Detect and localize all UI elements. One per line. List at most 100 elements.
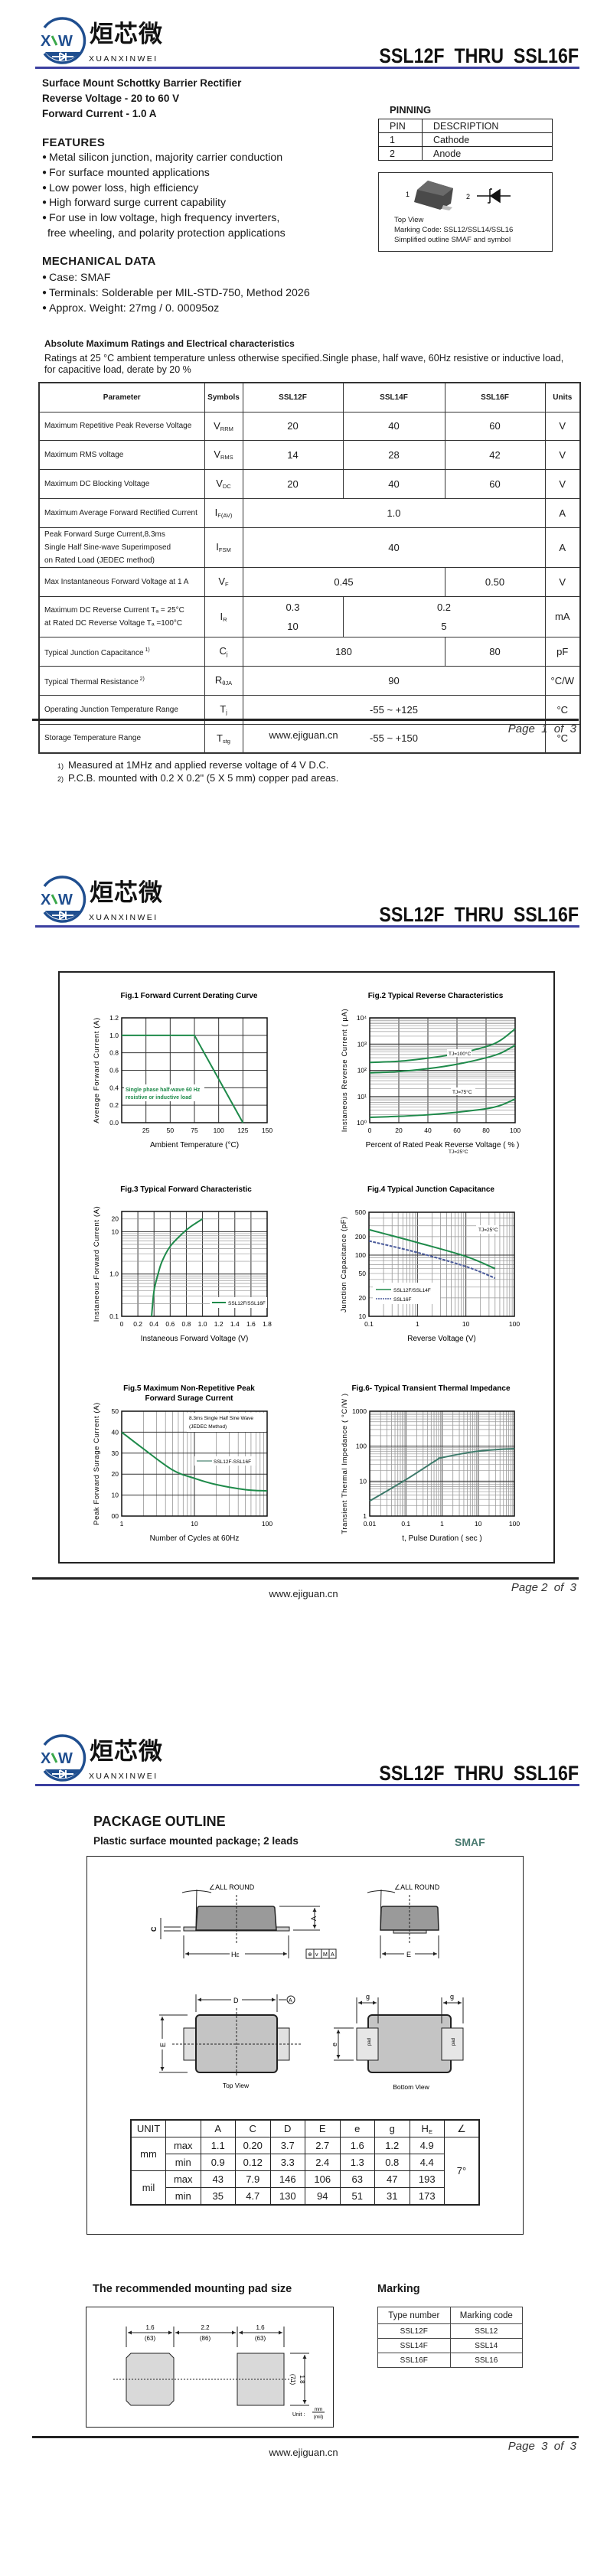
image-caption: Simplified outline SMAF and symbol: [394, 236, 511, 244]
fig6-chart: Fig.6- Typical Transient Thermal Impedan…: [341, 1384, 520, 1543]
dimension-value: 130: [269, 2187, 305, 2206]
dimension-header-text: A: [214, 2123, 222, 2134]
value-cell: -55 ~ +150: [242, 723, 546, 754]
pin-column-header: PIN: [378, 119, 423, 133]
series-label: TJ=100°C: [449, 1051, 471, 1057]
dimension-header: HE: [409, 2119, 445, 2137]
legend-label: SSL12F/SSL16F: [228, 1301, 266, 1306]
y-tick-label: 10: [360, 1477, 367, 1485]
feature-text: Low power loss, high efficiency: [49, 182, 199, 194]
footer-url[interactable]: www.ejiguan.cn: [269, 2447, 338, 2458]
y-tick-label: 00: [112, 1512, 119, 1520]
unit-cell: V: [544, 468, 581, 499]
unit-cell: mA: [544, 595, 581, 637]
bullet-icon: ●: [42, 214, 47, 222]
series-line: [151, 1218, 204, 1317]
footer-url[interactable]: www.ejiguan.cn: [269, 1588, 338, 1599]
fig2-chart: Fig.2 Typical Reverse Characteristics 0 20…: [341, 992, 521, 1155]
series-line: [122, 1034, 244, 1123]
marking-code: SSL16: [449, 2353, 523, 2368]
x-tick-label: 20: [395, 1127, 403, 1134]
ratings-row: Maximum DC Blocking Voltage VDC 20 40 60 V: [38, 468, 581, 499]
legend-background: [373, 1283, 440, 1304]
mechanical-item: ● Terminals: Solderable per MIL-STD-750, …: [42, 287, 310, 299]
chart-annotation: 8.3ms Single Half Sine Wave: [189, 1416, 253, 1421]
dimension-header-text: C: [249, 2123, 256, 2134]
y-tick-label: 500: [355, 1208, 366, 1216]
x-axis-label: Number of Cycles at 60Hz: [150, 1534, 240, 1543]
series-line: [369, 1447, 515, 1502]
pin-number: 1: [378, 132, 423, 147]
feature-item: ● For use in low voltage, high frequency …: [42, 212, 279, 224]
dimension-value: 0.8: [374, 2154, 410, 2171]
chart-title: Fig.5 Maximum Non-Repetitive Peak: [123, 1384, 255, 1393]
x-tick-label: 0.4: [149, 1320, 158, 1328]
logo-english-name: XUANXINWEI: [89, 1772, 158, 1781]
footer-url[interactable]: www.ejiguan.cn: [269, 729, 338, 741]
package-and-diode-symbol: 1 2: [406, 181, 511, 210]
x-tick-label: 150: [262, 1127, 272, 1134]
svg-text:X: X: [41, 1750, 51, 1767]
parameter-name: Peak Forward Surge Current,8.3ms Single …: [44, 530, 171, 565]
summary-line: Reverse Voltage - 20 to 60 V: [42, 93, 180, 104]
logo-english-name: XUANXINWEI: [89, 54, 158, 64]
parameter-name: Maximum Average Forward Rectified Curren…: [44, 508, 197, 517]
dimension-value: 2.4: [305, 2154, 341, 2171]
ratings-row: Maximum Average Forward Rectified Curren…: [38, 497, 581, 528]
y-tick-label: 1.0: [109, 1032, 119, 1039]
package-image-box: 1 2 Top View Marking Code: SSL12/SSL14/S…: [378, 172, 553, 252]
value-cell: 180: [242, 636, 445, 667]
dimensions-row: min 0.9 0.12 3.3 2.4 1.3 0.8 4.4: [131, 2154, 479, 2171]
parameter-name: Maximum Repetitive Peak Reverse Voltage: [44, 422, 192, 430]
parameter-cell: Typical Thermal Resistance 2): [38, 665, 205, 696]
dimension-value: 1.6: [339, 2137, 375, 2154]
x-tick-label: 1.6: [246, 1320, 256, 1328]
mechanical-text: Case: SMAF: [49, 272, 111, 284]
unit-cell: A: [544, 527, 581, 568]
symbol-subscript: DC: [222, 483, 231, 490]
y-tick-label: 50: [112, 1407, 119, 1415]
dimension-value: 3.7: [269, 2137, 305, 2154]
symbol-cell: IFSM: [204, 527, 243, 568]
y-axis-label: Junction Capacitance (pF): [340, 1216, 348, 1312]
unit-cell: °C/W: [544, 665, 581, 696]
marking-table: Type number Marking code SSL12F SSL12 SSL14F…: [377, 2307, 523, 2368]
pin1-label: 1: [406, 191, 410, 198]
dimension-value: 63: [339, 2170, 375, 2188]
y-tick-label: 0.0: [109, 1119, 119, 1127]
pinning-row: 1 Cathode: [378, 132, 553, 147]
logo-emblem-icon: X W: [41, 1734, 86, 1782]
y-axis-label: Peak Forward Surage Current (A): [93, 1402, 101, 1525]
ratings-row: Storage Temperature Range Tstg -55 ~ +150 °…: [38, 723, 581, 754]
value-cell: 28: [342, 439, 445, 470]
dimension-value: 146: [269, 2170, 305, 2188]
symbol-cell: VRRM: [204, 411, 243, 441]
series-line: [121, 1431, 268, 1492]
feature-item: ● High forward surge current capability: [42, 197, 226, 209]
page-3: X W 烜芯微 XUANXINWEI SSL12F THRU SSL16F PA…: [0, 1717, 607, 2576]
value-cell: 40: [342, 411, 445, 441]
dimension-value: 106: [305, 2170, 341, 2188]
value-cell: 0.2 5: [342, 595, 546, 637]
symbol: T: [217, 732, 223, 744]
value-cell: 1.0: [242, 497, 546, 528]
bullet-icon: ●: [42, 304, 47, 312]
feature-text: Metal silicon junction, majority carrier…: [49, 152, 283, 164]
x-tick-label: 10: [191, 1520, 198, 1528]
parameter-name: Operating Junction Temperature Range: [44, 705, 178, 714]
marking-header-row: Type number Marking code: [377, 2307, 523, 2324]
y-tick-label: 200: [355, 1233, 366, 1241]
parameter-cell: Max Instantaneous Forward Voltage at 1 A: [38, 566, 205, 597]
feature-text: For use in low voltage, high frequency i…: [49, 212, 280, 224]
end-view-drawing: [367, 1889, 439, 1958]
dimension-header: E: [305, 2119, 341, 2137]
bullet-icon: ●: [42, 184, 47, 192]
type-number: SSL14F: [377, 2338, 451, 2353]
tolerance-modifier: M: [323, 1952, 328, 1958]
y-tick-label: 0.6: [109, 1067, 119, 1074]
description-column-header: DESCRIPTION: [422, 119, 553, 133]
package-drawing-frame: [86, 1856, 524, 2235]
bottom-view-label: Bottom View: [393, 2083, 429, 2091]
symbol-subscript: RRM: [220, 425, 233, 432]
y-tick-label: 1.2: [109, 1014, 119, 1022]
